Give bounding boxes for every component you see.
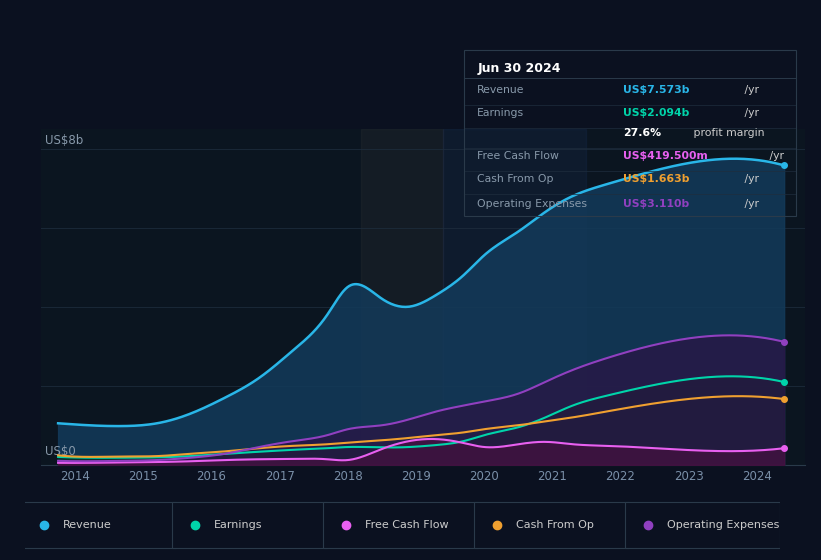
Text: US$3.110b: US$3.110b <box>623 199 690 209</box>
Text: /yr: /yr <box>766 151 784 161</box>
Bar <box>361 129 443 465</box>
Text: US$7.573b: US$7.573b <box>623 85 690 95</box>
Text: 27.6%: 27.6% <box>623 128 662 138</box>
Text: /yr: /yr <box>741 174 759 184</box>
Bar <box>443 129 586 465</box>
Text: US$0: US$0 <box>45 445 76 458</box>
Text: Earnings: Earnings <box>477 108 525 118</box>
FancyBboxPatch shape <box>323 502 478 548</box>
FancyBboxPatch shape <box>625 502 780 548</box>
Text: Operating Expenses: Operating Expenses <box>667 520 779 530</box>
Text: Revenue: Revenue <box>62 520 111 530</box>
Text: profit margin: profit margin <box>690 128 764 138</box>
Text: Free Cash Flow: Free Cash Flow <box>477 151 559 161</box>
Text: /yr: /yr <box>741 199 759 209</box>
FancyBboxPatch shape <box>474 502 629 548</box>
Text: /yr: /yr <box>741 85 759 95</box>
Text: US$419.500m: US$419.500m <box>623 151 709 161</box>
Text: US$1.663b: US$1.663b <box>623 174 690 184</box>
Text: /yr: /yr <box>741 108 759 118</box>
Text: Jun 30 2024: Jun 30 2024 <box>477 62 561 75</box>
Text: US$8b: US$8b <box>45 134 83 147</box>
Text: Revenue: Revenue <box>477 85 525 95</box>
Text: Operating Expenses: Operating Expenses <box>477 199 587 209</box>
FancyBboxPatch shape <box>21 502 176 548</box>
Text: Free Cash Flow: Free Cash Flow <box>365 520 448 530</box>
Text: Cash From Op: Cash From Op <box>477 174 553 184</box>
Text: Earnings: Earnings <box>213 520 262 530</box>
FancyBboxPatch shape <box>172 502 327 548</box>
Text: US$2.094b: US$2.094b <box>623 108 690 118</box>
Text: Cash From Op: Cash From Op <box>516 520 594 530</box>
